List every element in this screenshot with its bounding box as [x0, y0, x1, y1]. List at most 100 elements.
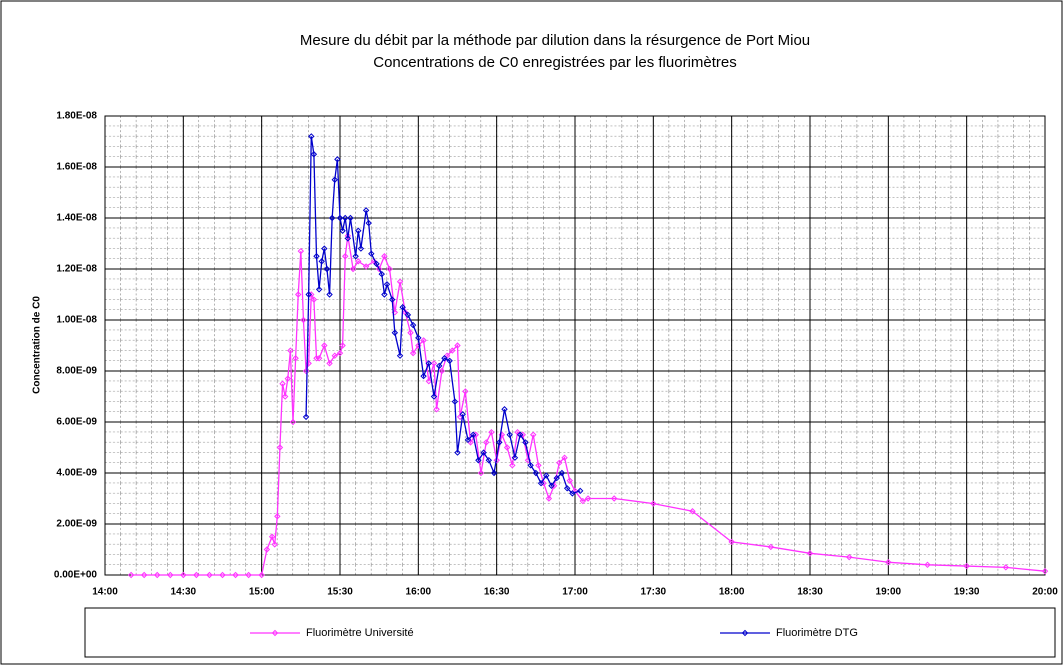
y-tick-label: 4.00E-09 [56, 468, 97, 479]
data-point [475, 457, 482, 464]
data-point [355, 227, 362, 234]
data-point [399, 304, 406, 311]
x-tick-label: 14:30 [171, 587, 197, 598]
data-point [321, 342, 328, 349]
data-point [689, 508, 696, 515]
data-point [454, 449, 461, 456]
data-point [480, 449, 487, 456]
data-point [219, 571, 226, 579]
data-point [420, 337, 427, 344]
data-point [373, 260, 380, 268]
data-point [328, 214, 336, 222]
data-point [566, 477, 573, 484]
x-tick-label: 15:30 [327, 587, 353, 598]
data-point [545, 495, 553, 502]
data-point [516, 431, 524, 438]
data-point [522, 439, 529, 446]
data-point [728, 538, 735, 546]
y-tick-label: 1.80E-08 [56, 111, 97, 122]
y-tick-label: 1.00E-08 [56, 315, 97, 326]
legend-label: Fluorimètre DTG [776, 627, 858, 639]
data-point [362, 207, 370, 214]
data-point [532, 469, 540, 477]
data-point [436, 362, 443, 370]
data-point [806, 550, 814, 557]
data-point [530, 431, 537, 438]
data-point [496, 439, 503, 446]
data-point [420, 372, 427, 380]
data-point [342, 214, 349, 222]
data-point [274, 513, 281, 520]
data-point [449, 347, 456, 354]
data-point [279, 380, 286, 387]
legend-box [84, 607, 1056, 658]
data-point [407, 329, 414, 336]
data-point [438, 367, 446, 375]
y-tick-label: 0.00E+00 [54, 570, 98, 581]
data-point [295, 291, 302, 298]
data-point [326, 360, 333, 367]
data-point [344, 235, 352, 242]
data-point [483, 439, 490, 446]
data-point [355, 258, 362, 265]
x-tick-label: 17:00 [562, 587, 588, 598]
data-point [519, 431, 526, 438]
data-point [308, 291, 315, 298]
y-tick-label: 8.00E-09 [56, 366, 97, 377]
plot-frame [104, 115, 1046, 576]
data-point [297, 247, 305, 255]
data-point [488, 428, 495, 436]
data-point [315, 355, 323, 362]
data-point [305, 291, 312, 298]
data-point [342, 253, 349, 260]
data-point [391, 329, 399, 336]
data-point [415, 334, 422, 342]
data-point [537, 479, 545, 487]
data-point [558, 469, 566, 477]
chart-subtitle: Concentrations de C0 enregistrées par le… [373, 54, 737, 71]
data-point [845, 553, 853, 561]
data-point [430, 360, 438, 367]
data-point [477, 469, 485, 477]
data-point [563, 485, 571, 492]
x-tick-label: 19:30 [954, 587, 980, 598]
data-point [389, 296, 396, 303]
data-point [506, 431, 513, 438]
x-tick-label: 15:00 [249, 587, 275, 598]
data-point [180, 571, 187, 579]
data-point [1041, 567, 1049, 575]
data-point [409, 349, 417, 357]
data-point [331, 176, 338, 183]
data-point [543, 472, 550, 479]
data-point [396, 278, 404, 285]
data-point [548, 482, 555, 489]
data-point [318, 258, 325, 265]
data-point [462, 388, 469, 395]
data-point [271, 541, 278, 548]
data-point [336, 214, 344, 222]
data-point [503, 444, 511, 451]
data-point [386, 265, 393, 273]
data-point [569, 490, 576, 497]
data-point [451, 398, 459, 405]
data-point [167, 571, 174, 579]
data-point [433, 406, 440, 413]
data-point [459, 411, 466, 418]
data-point [313, 355, 320, 362]
data-point [553, 474, 560, 482]
data-point [396, 352, 404, 359]
data-point [300, 316, 307, 324]
data-point [1002, 564, 1010, 571]
data-point [485, 457, 493, 464]
data-point [577, 487, 584, 495]
data-point [352, 253, 359, 260]
data-point [263, 546, 271, 553]
data-point [885, 559, 892, 566]
chart-title: Mesure du débit par la méthode par dilut… [300, 32, 810, 49]
legend-label: Fluorimètre Université [306, 627, 414, 639]
legend-marker [741, 629, 749, 637]
data-point [347, 214, 354, 222]
data-point [511, 454, 519, 461]
data-point [383, 281, 391, 288]
